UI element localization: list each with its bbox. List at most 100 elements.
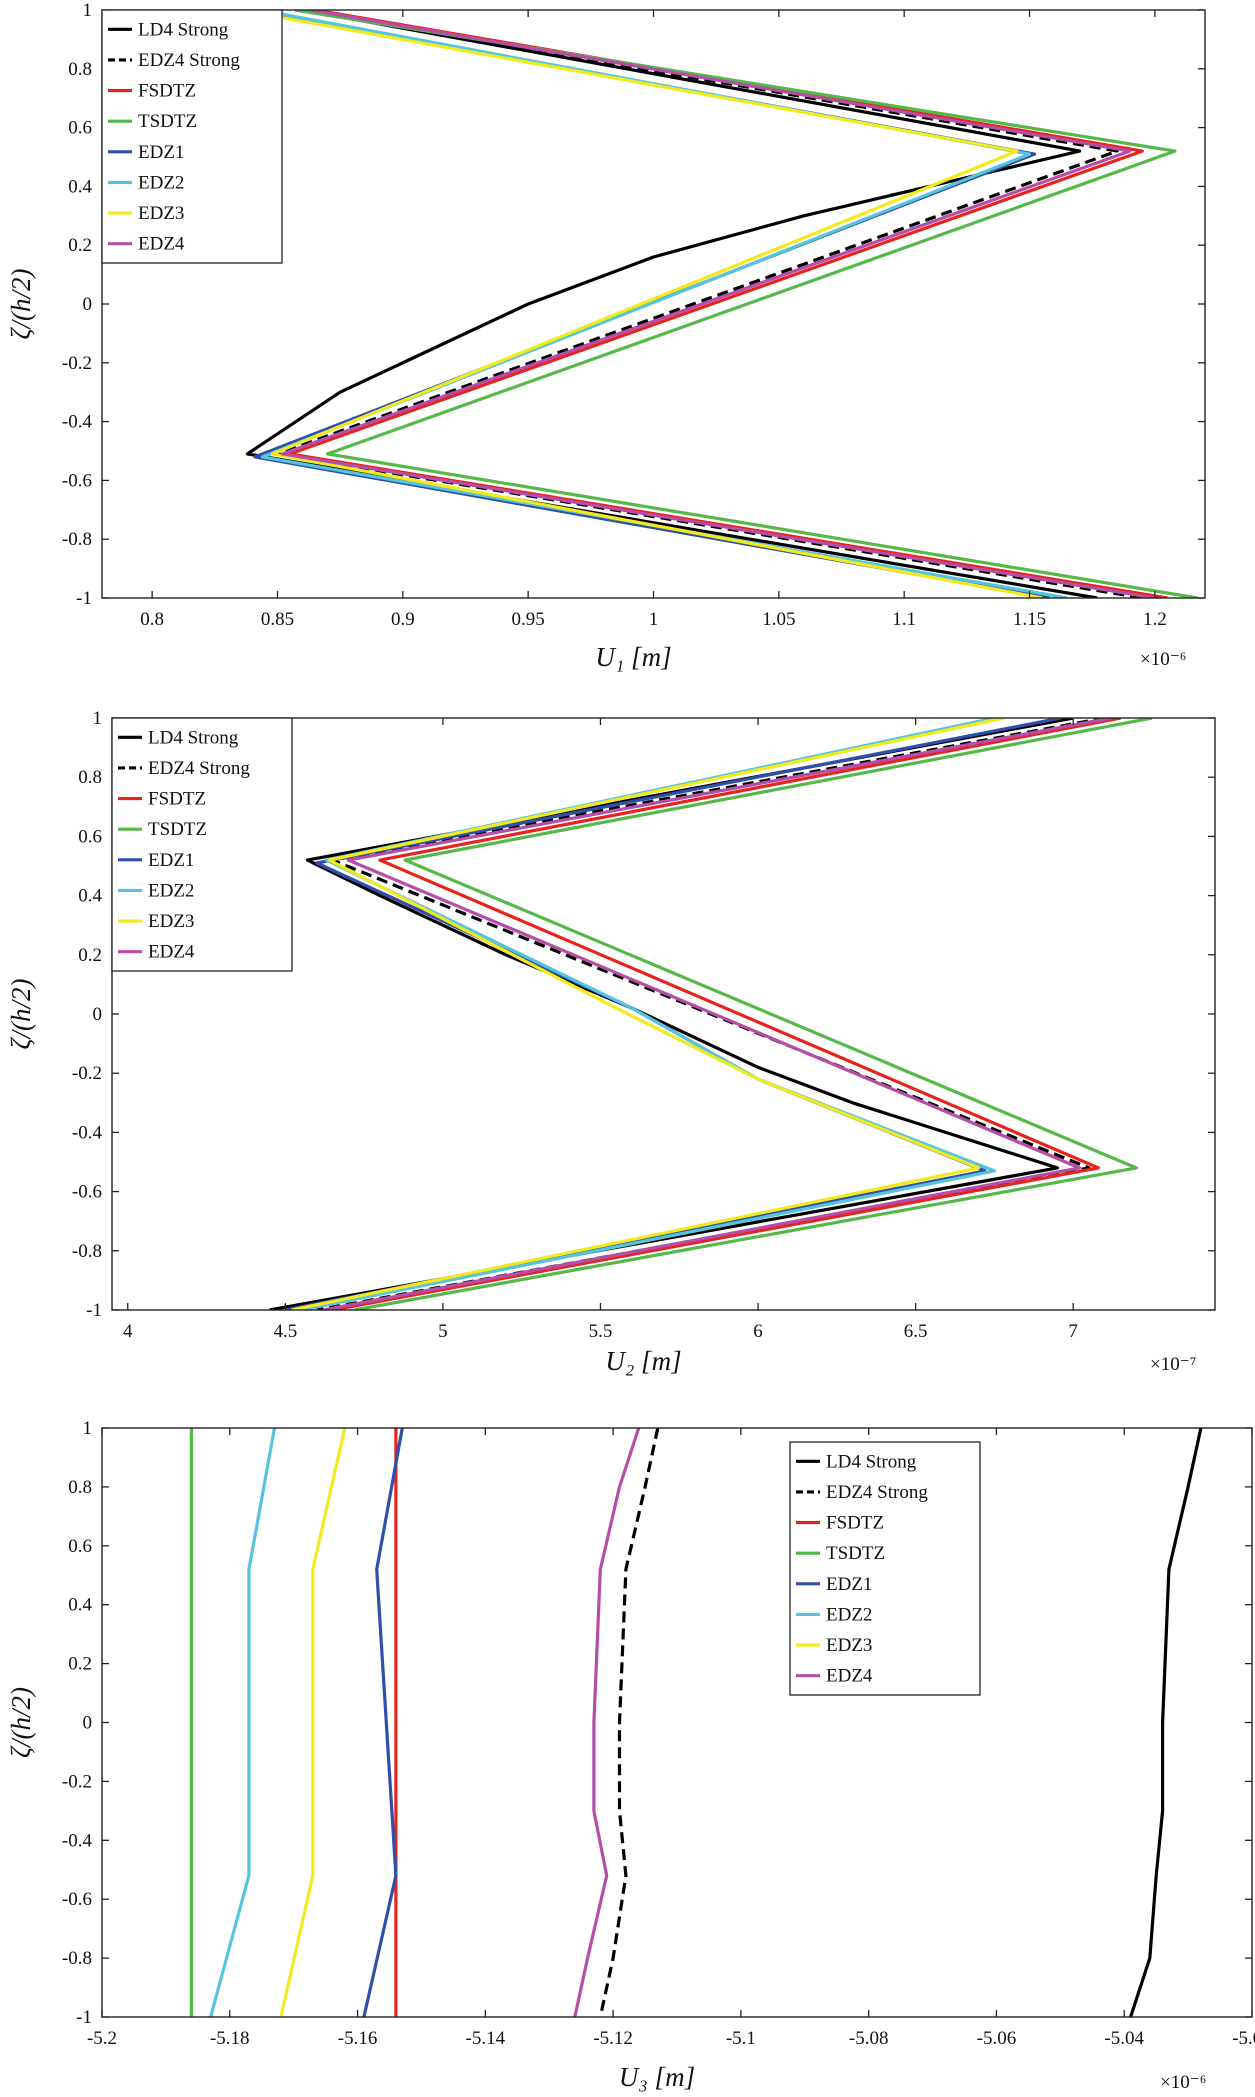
y-tick-label: 0 bbox=[93, 1004, 103, 1025]
y-tick-label: -1 bbox=[76, 588, 92, 609]
y-tick-label: -1 bbox=[76, 2007, 92, 2028]
y-tick-label: 0.6 bbox=[68, 1536, 92, 1557]
chart-u3-svg: -5.2 -5.18 -5.16 -5.14 -5.12 -5.1 -5.08 -5.06 -5… bbox=[6, 1418, 1255, 2093]
y-tick-label: 0.2 bbox=[68, 235, 92, 256]
legend: LD4 Strong EDZ4 Strong FSDTZ TSDTZ EDZ1 EDZ2 E… bbox=[111, 717, 293, 972]
y-tick-label: -0.8 bbox=[72, 1241, 102, 1262]
legend-label-edz2: EDZ2 bbox=[138, 172, 184, 193]
y-tick-label: 0.4 bbox=[68, 176, 92, 197]
x-tick-label: 1 bbox=[649, 609, 659, 630]
x-tick-label: 0.8 bbox=[140, 609, 164, 630]
y-tick-label: 0.4 bbox=[78, 886, 102, 907]
y-tick-label: 0.6 bbox=[78, 826, 102, 847]
series-line-fsdtz bbox=[332, 718, 1121, 1310]
series-line-edz3 bbox=[239, 10, 1043, 598]
y-tick-label: -0.4 bbox=[62, 1830, 93, 1851]
x-tick-label: -5.12 bbox=[593, 2028, 633, 2049]
x-tick-label: 0.95 bbox=[512, 609, 545, 630]
y-axis-label: ζ/(h/2) bbox=[6, 269, 36, 340]
x-tick-label: 4.5 bbox=[273, 1321, 297, 1342]
y-tick-label: 1 bbox=[93, 710, 103, 729]
legend: LD4 Strong EDZ4 Strong FSDTZ TSDTZ EDZ1 EDZ2 E… bbox=[789, 1441, 981, 1696]
y-tick-label: -0.8 bbox=[62, 529, 92, 550]
x-tick-label: -5.06 bbox=[977, 2028, 1017, 2049]
y-tick-label: 0.8 bbox=[78, 767, 102, 788]
series-line-edz1 bbox=[362, 1428, 404, 2017]
x-tick-label: 1.1 bbox=[892, 609, 916, 630]
x-tick-label: -5.14 bbox=[466, 2028, 506, 2049]
y-tick-label: -0.6 bbox=[62, 470, 92, 491]
x-axis-label: U₃ [m] bbox=[619, 2062, 695, 2092]
y-tick-label: -0.2 bbox=[62, 353, 92, 374]
x-tick-label: -5.2 bbox=[87, 2028, 117, 2049]
series-line-edz3 bbox=[279, 1428, 347, 2017]
legend-label-edz2: EDZ2 bbox=[826, 1604, 872, 1625]
x-tick-label: -5.1 bbox=[726, 2028, 756, 2049]
x-tick-label: 0.9 bbox=[391, 609, 415, 630]
legend-label-fsdtz: FSDTZ bbox=[826, 1513, 884, 1534]
series-line-edz2 bbox=[209, 1428, 277, 2017]
chart-u1-svg: 0.8 0.85 0.9 0.95 1 1.05 1.1 1.15 1.2 -1 -0.8 -0.6 -… bbox=[6, 0, 1206, 672]
y-axis-label: ζ/(h/2) bbox=[6, 979, 36, 1050]
series-group bbox=[189, 1428, 1203, 2017]
y-tick-label: 1 bbox=[83, 1418, 93, 1439]
y-tick-label: 0 bbox=[83, 1713, 93, 1734]
legend-label-tsdtz: TSDTZ bbox=[138, 111, 197, 132]
legend-label-edz1: EDZ1 bbox=[148, 850, 194, 871]
series-line-edz4-strong bbox=[275, 10, 1143, 598]
x-tick-label: 1.05 bbox=[762, 609, 795, 630]
y-tick-label: -0.2 bbox=[62, 1771, 92, 1792]
legend-label-edz4: EDZ4 bbox=[138, 234, 185, 255]
y-tick-label: 0 bbox=[83, 294, 93, 315]
x-tick-label: -5.04 bbox=[1104, 2028, 1144, 2049]
legend-label-ld4-strong: LD4 Strong bbox=[826, 1451, 917, 1472]
legend-label-edz4-strong: EDZ4 Strong bbox=[138, 50, 240, 71]
axes-frame bbox=[101, 1427, 1253, 2018]
x-tick-label: 6 bbox=[753, 1321, 763, 1342]
x-tick-label: -5.18 bbox=[210, 2028, 250, 2049]
y-tick-label: -0.6 bbox=[72, 1182, 102, 1203]
legend-box bbox=[111, 717, 293, 972]
legend-label-ld4-strong: LD4 Strong bbox=[148, 727, 239, 748]
y-tick-label: 0.6 bbox=[68, 118, 92, 139]
chart-panel-u3: -5.2 -5.18 -5.16 -5.14 -5.12 -5.1 -5.08 -5.06 -5… bbox=[0, 1400, 1255, 2097]
x-tick-label: 0.85 bbox=[261, 609, 294, 630]
chart-u2-svg: 4 4.5 5 5.5 6 6.5 7 -1 -0.8 -0.6 -0.4 -0.2 0 0.2 0.4 0.… bbox=[6, 710, 1216, 1376]
x-tick-label: 7 bbox=[1068, 1321, 1078, 1342]
y-tick-label: 0.4 bbox=[68, 1595, 92, 1616]
legend-label-fsdtz: FSDTZ bbox=[148, 789, 206, 810]
x-tick-label: 1.15 bbox=[1013, 609, 1046, 630]
x-axis-label: U₂ [m] bbox=[605, 1346, 681, 1376]
legend-label-edz4-strong: EDZ4 Strong bbox=[148, 758, 250, 779]
legend-label-edz4: EDZ4 bbox=[826, 1666, 873, 1687]
series-line-edz4 bbox=[573, 1428, 641, 2017]
chart-panel-u1: 0.8 0.85 0.9 0.95 1 1.05 1.1 1.15 1.2 -1 -0.8 -0.6 -… bbox=[0, 0, 1255, 690]
x-tick-label: 1.2 bbox=[1143, 609, 1167, 630]
x-axis-exponent: ×10⁻⁶ bbox=[1140, 649, 1186, 670]
y-tick-label: 0.8 bbox=[68, 1477, 92, 1498]
y-axis-label: ζ/(h/2) bbox=[6, 1687, 36, 1758]
x-tick-label: -5.16 bbox=[338, 2028, 378, 2049]
legend-label-tsdtz: TSDTZ bbox=[826, 1543, 885, 1564]
series-line-tsdtz bbox=[354, 718, 1153, 1310]
x-tick-label: 6.5 bbox=[904, 1321, 928, 1342]
y-tick-label: 0.8 bbox=[68, 59, 92, 80]
x-tick-label: -5.08 bbox=[849, 2028, 889, 2049]
legend-label-edz2: EDZ2 bbox=[148, 880, 194, 901]
series-group bbox=[239, 10, 1198, 598]
series-line-ld4-strong bbox=[269, 718, 1074, 1310]
series-line-edz4-strong bbox=[598, 1428, 660, 2017]
series-line-edz4 bbox=[322, 718, 1112, 1310]
x-tick-label: -5.02 bbox=[1232, 2028, 1255, 2049]
legend-label-edz3: EDZ3 bbox=[148, 911, 194, 932]
y-tick-label: -0.2 bbox=[72, 1063, 102, 1084]
series-line-edz3 bbox=[291, 718, 1005, 1310]
x-axis-exponent: ×10⁻⁶ bbox=[1160, 2072, 1206, 2093]
y-tick-label: -0.6 bbox=[62, 1889, 92, 1910]
y-tick-label: 1 bbox=[83, 0, 93, 21]
series-line-ld4-strong bbox=[1129, 1428, 1203, 2017]
y-tick-label: -0.4 bbox=[72, 1122, 103, 1143]
x-tick-label: 5.5 bbox=[589, 1321, 613, 1342]
x-tick-label: 5 bbox=[438, 1321, 448, 1342]
chart-panel-u2: 4 4.5 5 5.5 6 6.5 7 -1 -0.8 -0.6 -0.4 -0.2 0 0.2 0.4 0.… bbox=[0, 710, 1255, 1380]
